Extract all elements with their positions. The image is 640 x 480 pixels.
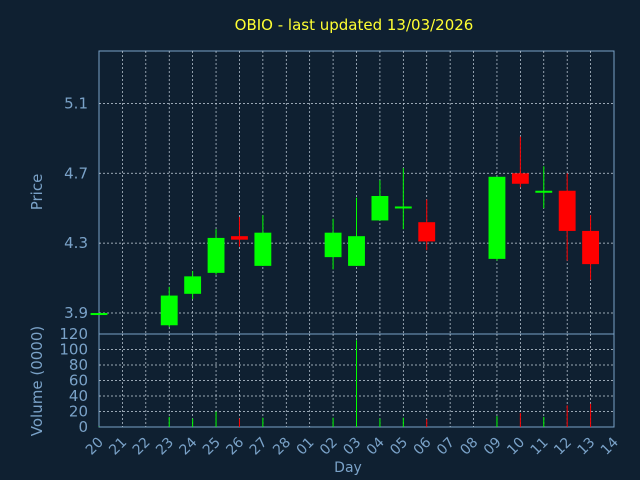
day-tick-label: 09 [481,435,505,459]
chart-title: OBIO - last updated 13/03/2026 [235,16,474,34]
candle-12 [558,173,576,261]
price-tick-label: 5.1 [64,94,88,112]
candle-body [418,222,436,242]
price-tick-label: 3.9 [64,304,88,322]
day-tick-label: 23 [153,435,177,459]
price-axis-label: Price [28,174,46,211]
candle-body [231,236,248,240]
day-tick-label: 24 [177,434,201,458]
x-axis-label: Day [334,460,362,476]
day-tick-label: 25 [200,435,224,459]
candle-25 [207,229,225,275]
candle-27 [254,215,272,266]
candlesticks [90,136,600,328]
day-tick-label: 10 [504,435,528,459]
candle-26 [231,216,248,247]
candle-body [511,173,529,184]
volume-tick-label: 60 [69,372,88,390]
day-tick-label: 04 [364,434,388,458]
candle-10 [511,136,529,188]
candle-03 [348,197,365,266]
day-tick-label: 26 [223,434,247,458]
volume-bars [98,340,592,427]
candle-body [371,195,389,221]
volume-axis-label: Volume (0000) [28,326,46,436]
day-tick-label: 03 [340,435,364,459]
day-tick-label: 20 [83,435,107,459]
volume-tick-label: 40 [69,387,88,405]
candle-11 [535,166,553,209]
price-tick-label: 4.7 [64,164,88,182]
day-tick-label: 06 [411,434,435,458]
candle-04 [371,180,389,221]
candle-06 [418,199,436,251]
volume-tick-label: 120 [59,325,88,343]
day-tick-labels: 20 21 22 23 24 25 26 27 28 01 02 03 04 05 06 07 08 09 10 11… [83,434,622,458]
day-tick-label: 01 [294,435,318,459]
candle-02 [324,218,342,270]
day-tick-label: 12 [551,435,575,459]
candle-body [207,237,225,273]
candle-body [254,232,272,266]
candle-20 [90,313,108,316]
candle-body [184,276,202,294]
candle-09 [488,176,506,261]
day-tick-label: 22 [130,435,154,459]
candle-body [394,206,412,209]
volume-tick-label: 100 [59,341,88,359]
day-tick-label: 05 [387,435,411,459]
candle-23 [160,286,178,328]
day-tick-label: 21 [106,435,130,459]
volume-tick-label: 0 [78,418,88,436]
price-tick-label: 4.3 [64,234,88,252]
candle-body [582,230,600,265]
candle-body [324,232,342,258]
candle-body [488,176,506,259]
day-tick-label: 02 [317,435,341,459]
day-tick-label: 27 [247,435,271,459]
candle-body [160,295,178,326]
day-tick-label: 08 [457,435,481,459]
candle-body [535,190,553,193]
volume-tick-label: 20 [69,403,88,421]
day-tick-label: 11 [528,435,552,459]
candle-body [558,190,576,231]
volume-tick-label: 80 [69,356,88,374]
candle-05 [394,168,412,230]
candle-body [348,236,365,266]
candle-13 [582,215,600,280]
day-tick-label: 07 [434,435,458,459]
candle-body [90,313,108,316]
day-tick-label: 28 [270,435,294,459]
day-tick-label: 13 [574,435,598,459]
price-tick-labels: 3.9 4.3 4.7 5.1 [64,94,88,322]
day-tick-label: 14 [598,434,622,458]
candle-24 [184,271,202,300]
